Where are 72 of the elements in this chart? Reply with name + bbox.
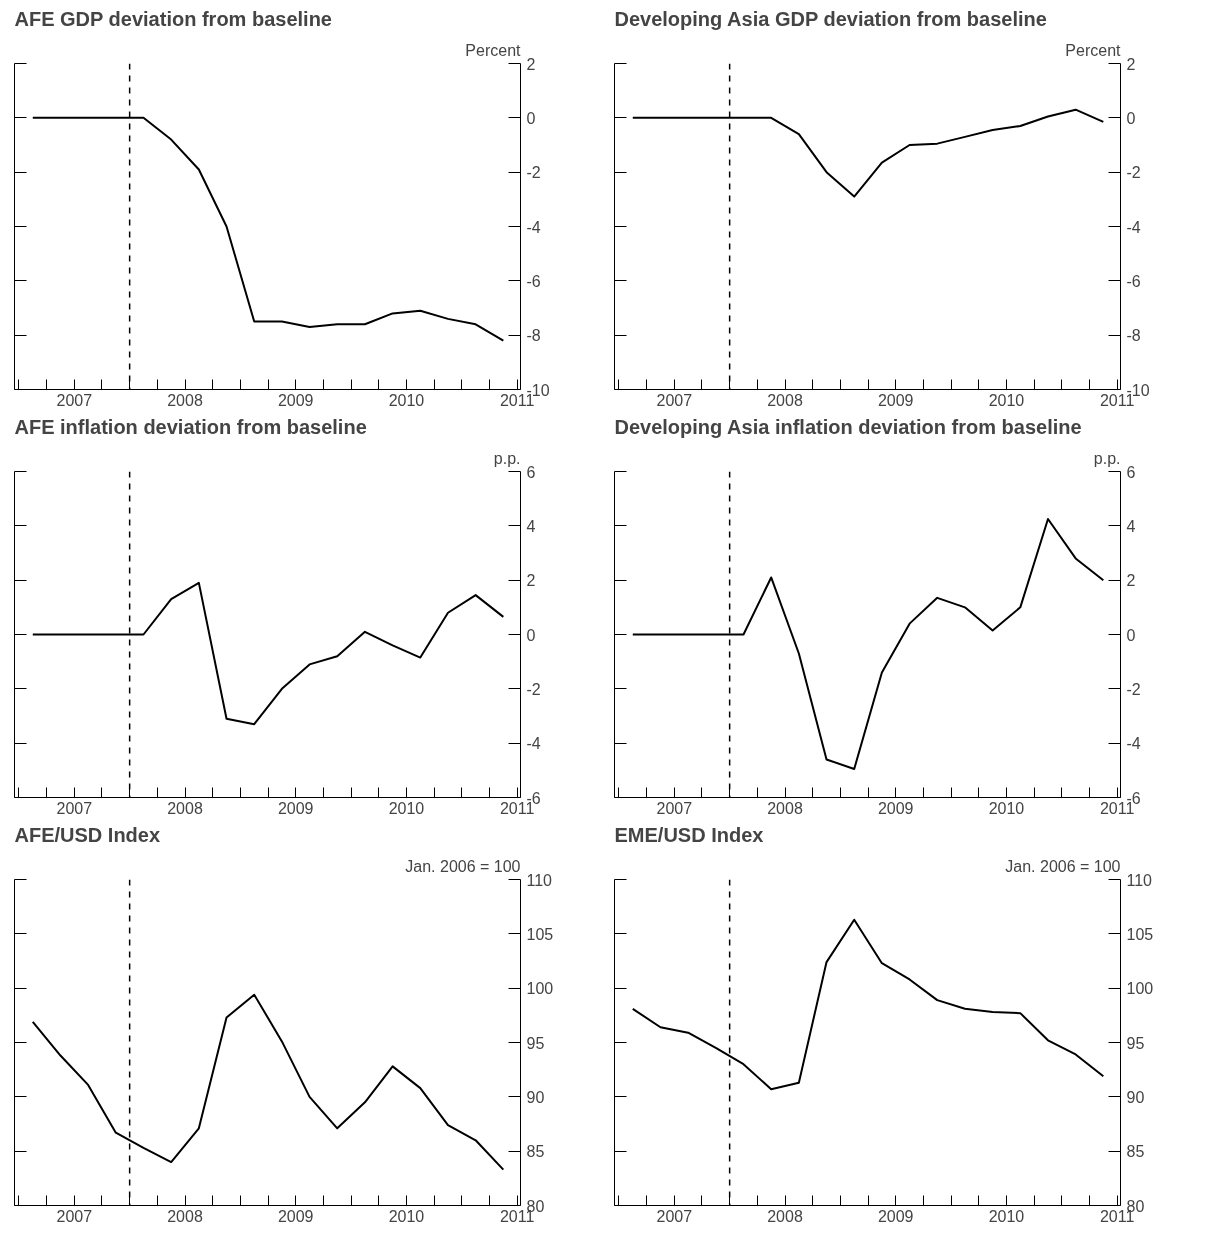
chart-title: Developing Asia inflation deviation from baseline [614,415,1082,438]
y-tick-label: -6 [1126,272,1141,290]
y-tick-label: 105 [1126,925,1154,943]
y-axis-title: Percent [1065,41,1122,59]
y-tick-label: 0 [526,109,536,127]
y-tick-label: 0 [526,626,536,644]
y-tick-label: 6 [526,463,536,481]
x-tick-label: 2007 [56,391,93,409]
y-tick-label: 110 [526,871,553,889]
y-tick-label: -2 [1126,164,1141,182]
x-tick-label: 2007 [656,391,693,409]
x-tick-label: 2009 [877,1207,914,1225]
y-tick-label: 4 [526,517,536,535]
x-tick-label: 2010 [388,799,425,817]
x-tick-label: 2007 [56,1207,93,1225]
chart-title: AFE/USD Index [14,823,161,846]
x-tick-label: 2010 [388,1207,425,1225]
x-tick-label: 2008 [767,391,803,409]
chart-title: EME/USD Index [614,823,764,846]
y-tick-label: 100 [526,980,554,998]
y-tick-label: 0 [1126,109,1136,127]
x-tick-label: 2008 [167,1207,203,1225]
x-tick-label: 2010 [988,391,1025,409]
y-tick-label: -4 [526,218,541,236]
y-axis-title: p.p. [493,449,521,467]
y-tick-label: 2 [1126,55,1136,73]
y-axis-title: Jan. 2006 = 100 [1005,857,1121,875]
x-tick-label: 2008 [167,391,203,409]
x-tick-label: 2010 [988,1207,1025,1225]
x-tick-label: 2009 [277,1207,314,1225]
x-tick-label: 2007 [56,799,93,817]
y-axis-title: p.p. [1093,449,1121,467]
y-tick-label: -8 [526,327,541,345]
y-tick-label: -2 [1126,680,1141,698]
x-tick-label: 2009 [877,391,914,409]
y-tick-label: 2 [526,55,536,73]
y-tick-label: 110 [1126,871,1153,889]
y-tick-label: -6 [526,272,541,290]
y-tick-label: 4 [1126,517,1136,535]
x-tick-label: 2008 [767,1207,803,1225]
y-axis-title: Jan. 2006 = 100 [405,857,521,875]
y-tick-label: 95 [1126,1034,1145,1052]
y-tick-label: 6 [1126,463,1136,481]
x-tick-label: 2009 [277,391,314,409]
chart-title: Developing Asia GDP deviation from baseline [614,7,1047,30]
y-tick-label: -4 [1126,218,1141,236]
y-axis-title: Percent [465,41,522,59]
x-tick-label: 2009 [277,799,314,817]
y-tick-label: -8 [1126,327,1141,345]
chart-title: AFE inflation deviation from baseline [14,415,367,438]
y-tick-label: 85 [526,1143,545,1161]
y-tick-label: 95 [526,1034,545,1052]
y-tick-label: 90 [526,1088,545,1106]
y-tick-label: 85 [1126,1143,1145,1161]
x-tick-label: 2008 [167,799,203,817]
y-tick-label: 0 [1126,626,1136,644]
x-tick-label: 2010 [388,391,425,409]
x-tick-label: 2007 [656,799,693,817]
x-tick-label: 2008 [767,799,803,817]
y-tick-label: 2 [1126,572,1136,590]
y-tick-label: -2 [526,680,541,698]
y-tick-label: -4 [526,735,541,753]
y-tick-label: -4 [1126,735,1141,753]
y-tick-label: 100 [1126,980,1154,998]
y-tick-label: -2 [526,164,541,182]
x-tick-label: 2009 [877,799,914,817]
chart-title: AFE GDP deviation from baseline [14,7,332,30]
x-tick-label: 2007 [656,1207,693,1225]
y-tick-label: 2 [526,572,536,590]
x-tick-label: 2010 [988,799,1025,817]
y-tick-label: 105 [526,925,554,943]
y-tick-label: 90 [1126,1088,1145,1106]
